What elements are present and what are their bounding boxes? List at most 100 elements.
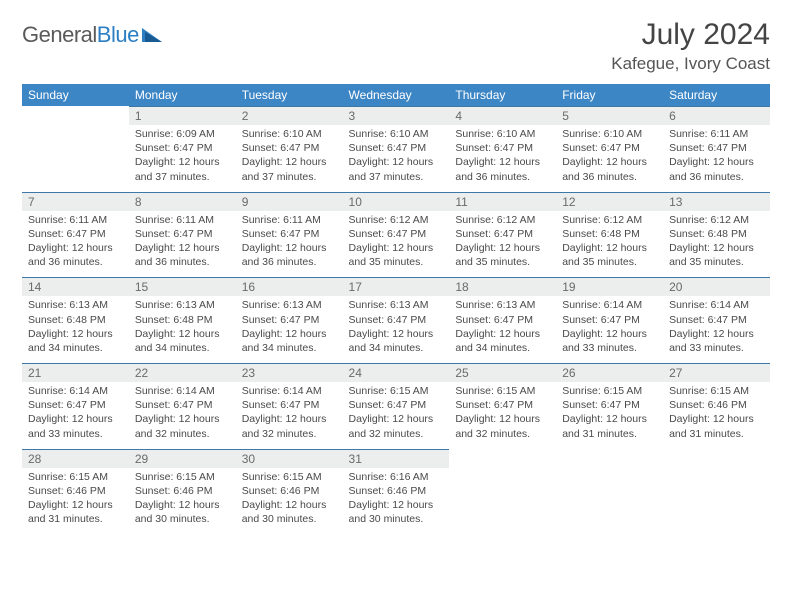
sunset-line: Sunset: 6:46 PM xyxy=(242,484,337,498)
day-detail: Sunrise: 6:15 AMSunset: 6:47 PMDaylight:… xyxy=(343,382,450,449)
sunset-line: Sunset: 6:47 PM xyxy=(562,313,657,327)
calendar-cell: 17Sunrise: 6:13 AMSunset: 6:47 PMDayligh… xyxy=(343,277,450,363)
daylight-line: Daylight: 12 hours and 34 minutes. xyxy=(455,327,550,355)
calendar-cell: 12 Sunrise: 6:12 AMSunset: 6:48 PMDayligh… xyxy=(556,192,663,278)
daylight-line: Daylight: 12 hours and 35 minutes. xyxy=(562,241,657,269)
day-number: 19 xyxy=(556,278,663,296)
day-number: 5 xyxy=(556,107,663,125)
day-wrap: 4Sunrise: 6:10 AMSunset: 6:47 PMDaylight… xyxy=(449,106,556,192)
daylight-line: Daylight: 12 hours and 30 minutes. xyxy=(135,498,230,526)
day-wrap: 12 Sunrise: 6:12 AMSunset: 6:48 PMDayligh… xyxy=(556,192,663,278)
calendar-cell: 24Sunrise: 6:15 AMSunset: 6:47 PMDayligh… xyxy=(343,363,450,449)
day-number: 26 xyxy=(556,364,663,382)
weekday-header: Thursday xyxy=(449,84,556,106)
daylight-line: Daylight: 12 hours and 36 minutes. xyxy=(135,241,230,269)
calendar-cell: 15Sunrise: 6:13 AMSunset: 6:48 PMDayligh… xyxy=(129,277,236,363)
sunrise-line: Sunrise: 6:15 AM xyxy=(28,470,123,484)
calendar-cell: 9Sunrise: 6:11 AMSunset: 6:47 PMDaylight… xyxy=(236,192,343,278)
day-number: 11 xyxy=(449,193,556,211)
day-wrap: 20Sunrise: 6:14 AMSunset: 6:47 PMDayligh… xyxy=(663,277,770,363)
calendar-cell: 7Sunrise: 6:11 AMSunset: 6:47 PMDaylight… xyxy=(22,192,129,278)
day-number: 13 xyxy=(663,193,770,211)
weekday-header: Sunday xyxy=(22,84,129,106)
sunset-line: Sunset: 6:47 PM xyxy=(135,398,230,412)
day-wrap: 23Sunrise: 6:14 AMSunset: 6:47 PMDayligh… xyxy=(236,363,343,449)
calendar-body: 1Sunrise: 6:09 AMSunset: 6:47 PMDaylight… xyxy=(22,106,770,534)
sunset-line: Sunset: 6:47 PM xyxy=(349,227,444,241)
weekday-header: Friday xyxy=(556,84,663,106)
day-wrap: 1Sunrise: 6:09 AMSunset: 6:47 PMDaylight… xyxy=(129,106,236,192)
calendar-cell: 22Sunrise: 6:14 AMSunset: 6:47 PMDayligh… xyxy=(129,363,236,449)
header: GeneralBlue July 2024 Kafegue, Ivory Coa… xyxy=(22,18,770,74)
weekday-header: Monday xyxy=(129,84,236,106)
day-detail: Sunrise: 6:09 AMSunset: 6:47 PMDaylight:… xyxy=(129,125,236,192)
day-wrap: 26Sunrise: 6:15 AMSunset: 6:47 PMDayligh… xyxy=(556,363,663,449)
blank-day xyxy=(556,449,663,521)
day-wrap: 14Sunrise: 6:13 AMSunset: 6:48 PMDayligh… xyxy=(22,277,129,363)
daylight-line: Daylight: 12 hours and 34 minutes. xyxy=(28,327,123,355)
day-wrap: 7Sunrise: 6:11 AMSunset: 6:47 PMDaylight… xyxy=(22,192,129,278)
daylight-line: Daylight: 12 hours and 34 minutes. xyxy=(135,327,230,355)
daylight-line: Daylight: 12 hours and 37 minutes. xyxy=(349,155,444,183)
daylight-line: Daylight: 12 hours and 35 minutes. xyxy=(669,241,764,269)
day-wrap: 11Sunrise: 6:12 AMSunset: 6:47 PMDayligh… xyxy=(449,192,556,278)
calendar-cell: 30Sunrise: 6:15 AMSunset: 6:46 PMDayligh… xyxy=(236,449,343,535)
sunset-line: Sunset: 6:47 PM xyxy=(242,398,337,412)
sunrise-line: Sunrise: 6:14 AM xyxy=(242,384,337,398)
sunrise-line: Sunrise: 6:15 AM xyxy=(669,384,764,398)
sunset-line: Sunset: 6:47 PM xyxy=(455,313,550,327)
sunrise-line: Sunrise: 6:10 AM xyxy=(349,127,444,141)
sunset-line: Sunset: 6:47 PM xyxy=(242,313,337,327)
sunrise-line: Sunrise: 6:11 AM xyxy=(28,213,123,227)
sunrise-line: Sunrise: 6:12 AM xyxy=(562,213,657,227)
day-detail: Sunrise: 6:10 AMSunset: 6:47 PMDaylight:… xyxy=(556,125,663,192)
day-detail: Sunrise: 6:10 AMSunset: 6:47 PMDaylight:… xyxy=(343,125,450,192)
day-number: 12 xyxy=(556,193,663,211)
day-detail: Sunrise: 6:13 AMSunset: 6:47 PMDaylight:… xyxy=(449,296,556,363)
daylight-line: Daylight: 12 hours and 33 minutes. xyxy=(28,412,123,440)
daylight-line: Daylight: 12 hours and 37 minutes. xyxy=(135,155,230,183)
day-detail: Sunrise: 6:11 AMSunset: 6:47 PMDaylight:… xyxy=(236,211,343,278)
sunset-line: Sunset: 6:47 PM xyxy=(669,313,764,327)
sunrise-line: Sunrise: 6:10 AM xyxy=(455,127,550,141)
day-wrap: 5Sunrise: 6:10 AMSunset: 6:47 PMDaylight… xyxy=(556,106,663,192)
calendar-cell xyxy=(449,449,556,535)
day-detail: Sunrise: 6:15 AMSunset: 6:46 PMDaylight:… xyxy=(663,382,770,449)
daylight-line: Daylight: 12 hours and 31 minutes. xyxy=(28,498,123,526)
sunrise-line: Sunrise: 6:13 AM xyxy=(242,298,337,312)
sunset-line: Sunset: 6:47 PM xyxy=(349,141,444,155)
calendar-cell: 2Sunrise: 6:10 AMSunset: 6:47 PMDaylight… xyxy=(236,106,343,192)
sunrise-line: Sunrise: 6:14 AM xyxy=(135,384,230,398)
daylight-line: Daylight: 12 hours and 31 minutes. xyxy=(562,412,657,440)
calendar-cell xyxy=(556,449,663,535)
day-detail: Sunrise: 6:12 AMSunset: 6:47 PMDaylight:… xyxy=(343,211,450,278)
day-detail: Sunrise: 6:10 AMSunset: 6:47 PMDaylight:… xyxy=(449,125,556,192)
day-number: 17 xyxy=(343,278,450,296)
sunrise-line: Sunrise: 6:10 AM xyxy=(242,127,337,141)
sunset-line: Sunset: 6:47 PM xyxy=(349,313,444,327)
sunrise-line: Sunrise: 6:11 AM xyxy=(242,213,337,227)
day-detail: Sunrise: 6:10 AMSunset: 6:47 PMDaylight:… xyxy=(236,125,343,192)
calendar-cell: 27Sunrise: 6:15 AMSunset: 6:46 PMDayligh… xyxy=(663,363,770,449)
calendar-cell xyxy=(663,449,770,535)
sunset-line: Sunset: 6:48 PM xyxy=(562,227,657,241)
calendar-row: 21Sunrise: 6:14 AMSunset: 6:47 PMDayligh… xyxy=(22,363,770,449)
calendar-cell: 10Sunrise: 6:12 AMSunset: 6:47 PMDayligh… xyxy=(343,192,450,278)
day-number: 8 xyxy=(129,193,236,211)
daylight-line: Daylight: 12 hours and 35 minutes. xyxy=(349,241,444,269)
day-number: 23 xyxy=(236,364,343,382)
day-number: 6 xyxy=(663,107,770,125)
sunset-line: Sunset: 6:47 PM xyxy=(135,227,230,241)
calendar-cell: 28Sunrise: 6:15 AMSunset: 6:46 PMDayligh… xyxy=(22,449,129,535)
logo-part2: Blue xyxy=(97,22,139,47)
calendar-cell: 31Sunrise: 6:16 AMSunset: 6:46 PMDayligh… xyxy=(343,449,450,535)
sunrise-line: Sunrise: 6:11 AM xyxy=(135,213,230,227)
calendar-cell: 4Sunrise: 6:10 AMSunset: 6:47 PMDaylight… xyxy=(449,106,556,192)
day-wrap: 27Sunrise: 6:15 AMSunset: 6:46 PMDayligh… xyxy=(663,363,770,449)
day-detail: Sunrise: 6:12 AMSunset: 6:47 PMDaylight:… xyxy=(449,211,556,278)
sunrise-line: Sunrise: 6:15 AM xyxy=(135,470,230,484)
sunset-line: Sunset: 6:46 PM xyxy=(349,484,444,498)
day-number: 15 xyxy=(129,278,236,296)
day-wrap: 22Sunrise: 6:14 AMSunset: 6:47 PMDayligh… xyxy=(129,363,236,449)
sunrise-line: Sunrise: 6:13 AM xyxy=(455,298,550,312)
